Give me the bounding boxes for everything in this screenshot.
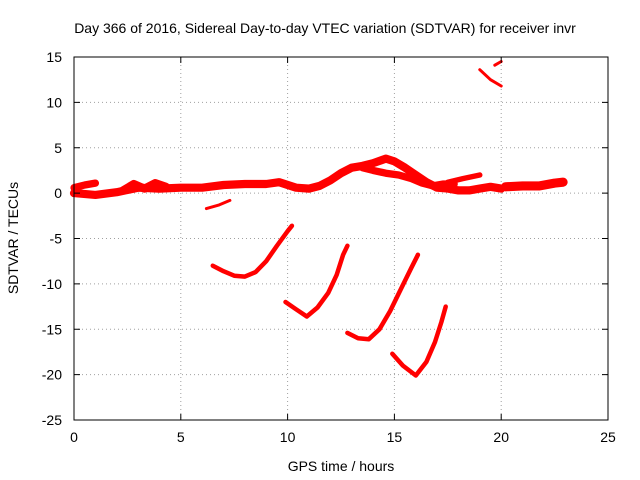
series-arc-1 (210, 223, 295, 279)
grid (74, 57, 608, 420)
x-axis-label: GPS time / hours (288, 458, 395, 474)
axis-ticks: 0 5 10 15 20 25 15 10 5 0 -5 -10 -15 -20 -25 (42, 49, 616, 445)
x-tick-label: 20 (493, 429, 509, 445)
series-mid-band-2-4 (119, 179, 170, 195)
series-tail-20-23 (500, 177, 568, 192)
x-tick-label: 5 (177, 429, 185, 445)
y-axis-label: SDTVAR / TECUs (5, 182, 21, 294)
series-upper-stub (493, 60, 503, 67)
y-tick-label: -15 (42, 321, 62, 337)
data-series (69, 60, 568, 378)
y-tick-label: -5 (50, 231, 63, 247)
x-tick-label: 25 (600, 429, 616, 445)
series-baseline-upper (70, 179, 100, 192)
y-tick-label: 15 (46, 49, 62, 65)
y-tick-label: 10 (46, 94, 62, 110)
series-upper-segment (478, 68, 503, 88)
series-short-6-7 (204, 198, 232, 211)
series-baseline-lower (69, 154, 506, 199)
y-tick-label: 5 (54, 140, 62, 156)
series-tail-17-19 (445, 172, 483, 185)
x-tick-label: 15 (387, 429, 403, 445)
x-tick-label: 0 (70, 429, 78, 445)
y-tick-label: -10 (42, 276, 62, 292)
chart-title: Day 366 of 2016, Sidereal Day-to-day VTE… (74, 20, 576, 36)
series-upper-band-14-17 (358, 164, 458, 190)
y-tick-label: -20 (42, 367, 62, 383)
y-tick-label: 0 (54, 185, 62, 201)
series-arc-2 (283, 243, 350, 319)
y-tick-label: -25 (42, 412, 62, 428)
x-tick-label: 10 (280, 429, 296, 445)
series-arc-4 (390, 304, 448, 378)
series-arc-3 (345, 252, 421, 342)
